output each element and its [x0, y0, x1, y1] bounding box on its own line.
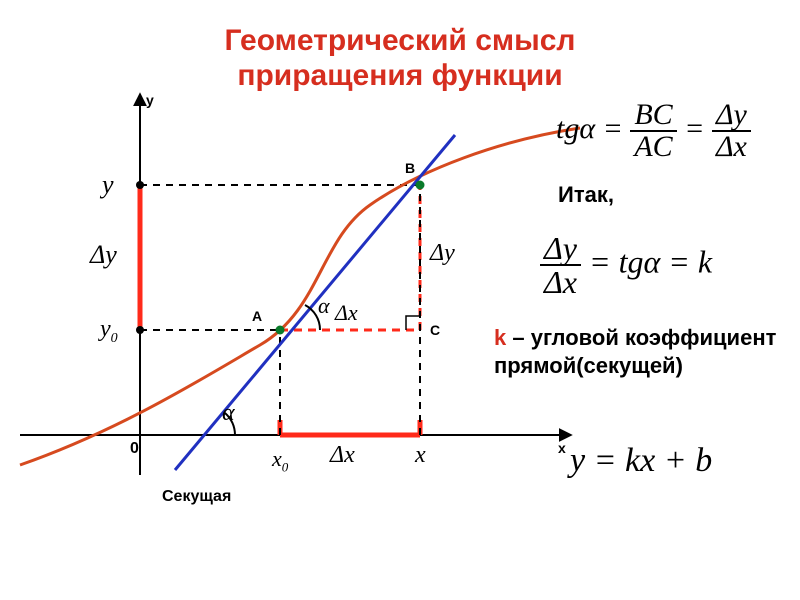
frac-dy-dx-2: Δy Δx — [540, 232, 581, 298]
point-a-label: A — [252, 308, 262, 324]
k-description: k – угловой коэффициент прямой(секущей) — [494, 324, 784, 379]
alpha2: α — [643, 243, 660, 279]
delta-x-bottom: Δx — [330, 442, 355, 469]
y0-base: y — [100, 316, 111, 342]
y0-sub: 0 — [111, 331, 118, 346]
point-y0-dot — [136, 326, 144, 334]
k-desc-k: k — [494, 325, 506, 350]
yk-k: k — [625, 442, 640, 479]
k-desc-rest: – угловой коэффициент прямой(секущей) — [494, 325, 776, 378]
delta-y-right: Δy — [430, 240, 455, 267]
alpha-a: α — [318, 293, 330, 319]
eq4: = — [668, 243, 698, 279]
x-label: x — [415, 442, 426, 469]
y-label: y — [102, 170, 114, 200]
point-b-dot — [416, 181, 425, 190]
dy1: Δy — [712, 100, 751, 130]
alpha-icon: α — [579, 112, 595, 145]
right-angle-marker — [406, 316, 420, 330]
dx1: Δx — [712, 130, 751, 162]
k-var: k — [698, 243, 712, 279]
formula-ykxb: y = kx + b — [570, 442, 712, 480]
yk-y: y — [570, 442, 585, 479]
y0-label: y0 — [100, 316, 118, 347]
x0-base: x — [272, 446, 282, 471]
frac-bc-ac: BC AC — [630, 100, 676, 162]
point-y-dot — [136, 181, 144, 189]
frac-dy-dx-1: Δy Δx — [712, 100, 751, 162]
dy2: Δy — [540, 232, 581, 264]
yk-x: x — [640, 442, 655, 479]
eq3: = — [589, 243, 619, 279]
dx2: Δx — [540, 264, 581, 298]
x-axis-label: х — [558, 440, 566, 456]
point-c-label: C — [430, 322, 440, 338]
diagram-svg — [0, 0, 800, 600]
eq1: = — [603, 112, 631, 145]
y-axis-label: у — [146, 92, 154, 108]
itak-label: Итак, — [558, 182, 614, 208]
alpha-axis: α — [222, 400, 235, 427]
point-b-label: B — [405, 160, 415, 176]
ac: AC — [630, 130, 676, 162]
yk-b: b — [695, 442, 712, 479]
secant-label: Секущая — [162, 488, 231, 506]
point-a-dot — [276, 326, 285, 335]
x0-label: x0 — [272, 446, 288, 475]
tg: tg — [556, 112, 579, 145]
formula-tg: tgα = BC AC = Δy Δx — [556, 100, 751, 162]
bc: BC — [630, 100, 676, 130]
x0-sub: 0 — [282, 459, 289, 474]
delta-x-inner: Δx — [335, 300, 358, 326]
yk-plus: + — [655, 442, 695, 479]
yk-eq: = — [585, 442, 625, 479]
eq2: = — [684, 112, 712, 145]
formula-dydx-k: Δy Δx = tgα = k — [540, 232, 712, 298]
delta-y-left: Δy — [90, 240, 117, 270]
origin-label: 0 — [130, 440, 139, 458]
tg2: tg — [619, 243, 644, 279]
